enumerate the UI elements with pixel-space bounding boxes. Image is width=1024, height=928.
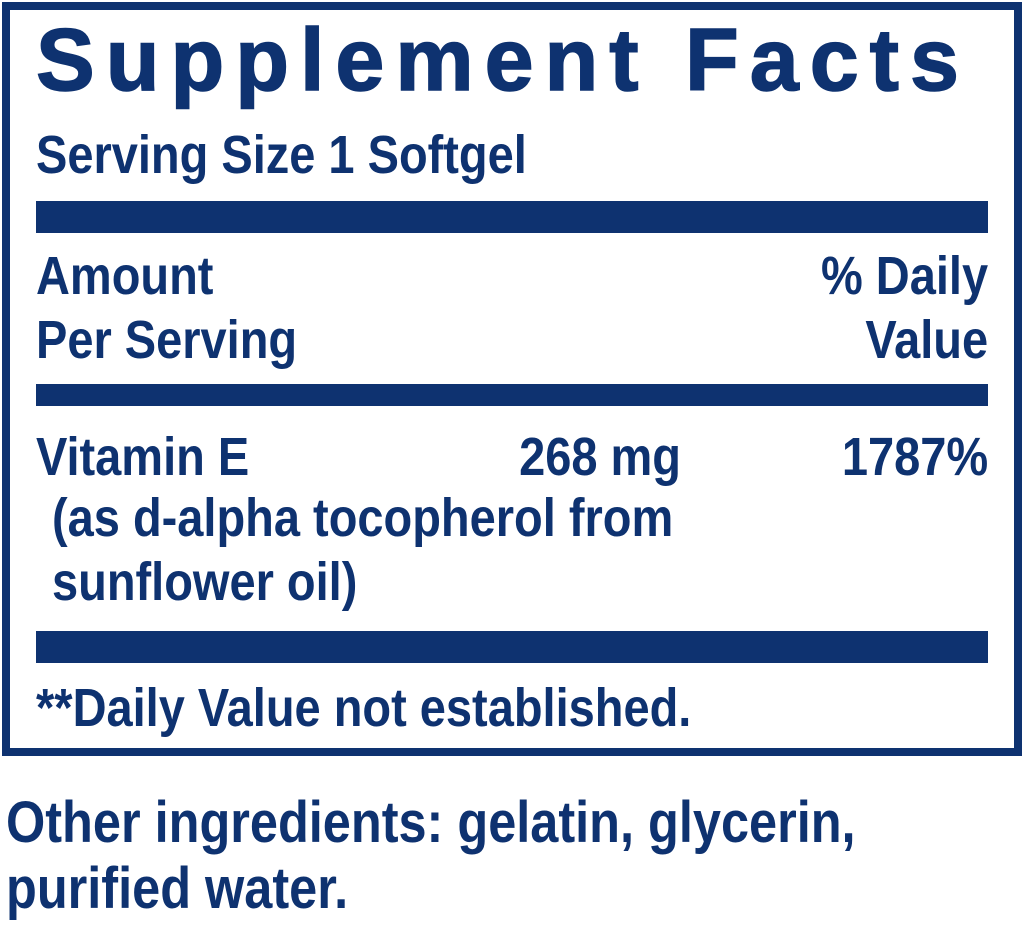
supplement-facts-panel: Supplement Facts Serving Size 1 Softgel …: [2, 2, 1022, 756]
other-ingredients-row: Other ingredients: gelatin, glycerin, pu…: [0, 790, 1024, 921]
serving-size-text: Serving Size 1 Softgel: [36, 124, 527, 185]
amount-per-serving-header: Amount Per Serving: [36, 246, 298, 370]
nutrient-detail-row: (as d-alpha tocopherol from sunflower oi…: [36, 487, 988, 614]
percent-daily-value-header: % Daily Value: [820, 246, 988, 370]
nutrient-name: Vitamin E: [36, 426, 250, 487]
divider-bar-bottom: [36, 630, 988, 663]
nutrient-amount: 268 mg: [519, 426, 682, 487]
column-header-row: Amount Per Serving % Daily Value: [36, 245, 988, 371]
nutrient-detail-text: (as d-alpha tocopherol from sunflower oi…: [52, 488, 674, 612]
divider-bar-top: [36, 201, 988, 234]
divider-bar-middle: [36, 383, 988, 406]
serving-size-row: Serving Size 1 Softgel: [36, 127, 988, 184]
nutrient-daily-value: 1787%: [841, 426, 988, 487]
nutrient-row: Vitamin E 268 mg 1787%: [36, 426, 988, 487]
footnote-row: **Daily Value not established.: [36, 677, 988, 738]
other-ingredients-text: Other ingredients: gelatin, glycerin, pu…: [6, 790, 856, 921]
panel-title: Supplement Facts: [35, 10, 970, 109]
daily-value-footnote: **Daily Value not established.: [36, 677, 692, 738]
